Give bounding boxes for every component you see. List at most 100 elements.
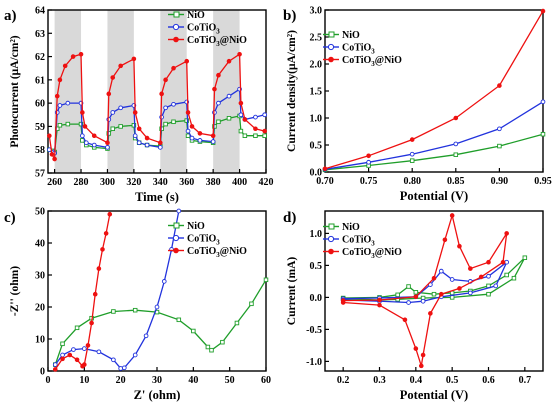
y-axis-title: -Z'' (ohm) [9, 266, 21, 316]
data-point [176, 208, 182, 214]
data-point [118, 63, 123, 69]
y-tick-label: -1.0 [306, 357, 322, 368]
data-point [197, 131, 203, 136]
plot-frame [47, 9, 267, 174]
x-tick-label: 380 [206, 177, 221, 188]
legend-marker [173, 36, 179, 43]
legend-marker [173, 11, 180, 18]
chart-panel-d: 0.2 0.3 0.4 0.5 0.6 0.7 -1.0 -0.5 0.0 0.5 1.0 Poten… [283, 210, 544, 402]
data-point [91, 133, 97, 139]
data-point [132, 110, 138, 115]
data-point [540, 8, 546, 14]
series-line [343, 261, 508, 304]
data-point [144, 135, 150, 141]
data-point [154, 304, 160, 310]
data-point [402, 317, 408, 323]
legend-label: CoTiO3​@NiO [187, 35, 247, 48]
data-point [136, 140, 142, 146]
data-point [438, 268, 444, 274]
data-point [184, 58, 190, 64]
data-point [71, 347, 76, 352]
y-tick-label: 59 [35, 122, 45, 133]
data-point [205, 344, 211, 350]
x-tick-label: 0.5 [446, 375, 459, 386]
data-point [453, 152, 459, 157]
data-point [47, 133, 52, 139]
data-point [189, 135, 195, 141]
data-point [65, 121, 71, 127]
data-point [184, 118, 189, 123]
legend-label: CoTiO3​ [342, 43, 375, 56]
data-point [263, 277, 269, 283]
data-point [60, 341, 65, 347]
data-point [253, 114, 258, 120]
y-tick-label: 40 [35, 239, 45, 250]
data-point [340, 300, 346, 305]
data-point [118, 124, 123, 129]
data-point [157, 145, 163, 150]
data-point [253, 133, 258, 138]
data-point [132, 133, 138, 139]
data-point [377, 302, 382, 308]
data-point [103, 231, 109, 236]
data-point [220, 339, 225, 345]
data-point [136, 126, 142, 132]
data-point [158, 140, 163, 146]
data-point [511, 275, 517, 281]
data-point [395, 292, 400, 298]
data-point [80, 133, 85, 139]
data-point [191, 328, 196, 334]
data-point [49, 152, 55, 157]
data-point [431, 275, 437, 281]
legend-label: NiO [187, 221, 205, 232]
data-point [457, 243, 462, 249]
x-tick-label: 0.95 [534, 176, 552, 187]
x-axis-title: Potential (V) [400, 189, 468, 203]
data-point [237, 51, 242, 57]
light-off-band [160, 10, 187, 173]
data-point [409, 151, 415, 157]
data-point [185, 110, 191, 115]
x-tick-label: 40 [188, 375, 198, 386]
legend-label: CoTiO3​@NiO [342, 247, 402, 260]
data-point [497, 143, 502, 149]
y-tick-label: 1.0 [310, 229, 323, 240]
y-tick-label: -0.5 [306, 325, 322, 336]
data-point [216, 100, 221, 106]
y-tick-label: 3.0 [310, 6, 323, 17]
data-point [52, 156, 57, 162]
data-point [78, 121, 84, 127]
data-point [171, 101, 176, 107]
data-point [163, 77, 168, 83]
x-tick-label: 280 [74, 177, 89, 188]
y-tick-label: 2.0 [310, 60, 323, 71]
data-point [171, 119, 176, 125]
y-tick-label: 64 [35, 6, 45, 17]
data-point [57, 123, 63, 128]
legend-marker [172, 234, 180, 242]
data-point [238, 100, 244, 106]
y-tick-label: 62 [35, 52, 45, 63]
y-tick-label: 20 [35, 303, 45, 314]
data-point [131, 56, 137, 62]
y-axis-title: Current (mA) [286, 257, 298, 326]
data-point [197, 138, 203, 143]
data-point [131, 123, 137, 128]
y-tick-label: 58 [35, 145, 45, 156]
series-line [324, 10, 544, 170]
y-tick-label: 60 [35, 99, 45, 110]
data-point [82, 124, 88, 129]
data-point [242, 117, 248, 122]
y-axis-title: Current density(μA/cm²) [286, 30, 298, 152]
y-tick-label: 0.0 [310, 168, 323, 179]
legend-marker [328, 31, 335, 38]
y-tick-label: 30 [35, 271, 45, 282]
x-tick-label: 0.2 [337, 375, 350, 386]
data-point [540, 131, 546, 137]
legend-marker [327, 43, 335, 51]
data-point [85, 343, 91, 348]
x-tick-label: 30 [152, 375, 162, 386]
data-point [52, 362, 58, 367]
x-tick-label: 0.75 [360, 176, 378, 187]
data-point [442, 237, 448, 243]
